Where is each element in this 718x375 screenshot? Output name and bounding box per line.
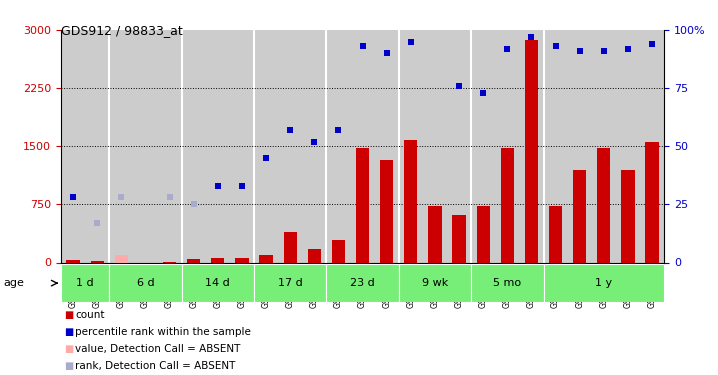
Bar (621, 170, 635, 262)
Bar (423, 30, 447, 262)
Bar (447, 30, 471, 262)
Bar (259, 255, 273, 262)
Text: 1 y: 1 y (595, 278, 612, 288)
Bar (109, 264, 182, 302)
Bar (519, 30, 544, 262)
Bar (544, 264, 664, 302)
Bar (302, 30, 327, 262)
Bar (327, 264, 398, 302)
Bar (332, 240, 345, 262)
Text: ■: ■ (65, 344, 74, 354)
Bar (109, 30, 134, 262)
Bar (404, 140, 417, 262)
Text: 9 wk: 9 wk (422, 278, 448, 288)
Bar (350, 30, 375, 262)
Bar (134, 30, 157, 262)
Bar (254, 264, 327, 302)
Bar (573, 170, 587, 262)
Bar (327, 30, 350, 262)
Bar (115, 255, 128, 262)
Bar (182, 30, 206, 262)
Text: ■: ■ (65, 361, 74, 370)
Text: 6 d: 6 d (136, 278, 154, 288)
Bar (230, 30, 254, 262)
Text: ■: ■ (65, 327, 74, 337)
Bar (452, 215, 466, 262)
Bar (182, 264, 254, 302)
Bar (500, 148, 514, 262)
Bar (645, 142, 658, 262)
Text: 14 d: 14 d (205, 278, 230, 288)
Text: 17 d: 17 d (278, 278, 302, 288)
Bar (495, 30, 519, 262)
Bar (471, 30, 495, 262)
Bar (471, 264, 544, 302)
Bar (398, 264, 471, 302)
Text: rank, Detection Call = ABSENT: rank, Detection Call = ABSENT (75, 361, 236, 370)
Bar (398, 30, 423, 262)
Bar (254, 30, 278, 262)
Bar (640, 30, 664, 262)
Bar (429, 206, 442, 262)
Bar (278, 30, 302, 262)
Bar (375, 30, 398, 262)
Bar (85, 30, 109, 262)
Bar (236, 258, 248, 262)
Text: 23 d: 23 d (350, 278, 375, 288)
Bar (187, 259, 200, 262)
Text: 5 mo: 5 mo (493, 278, 521, 288)
Bar (380, 160, 393, 262)
Bar (61, 264, 109, 302)
Bar (284, 232, 297, 262)
Text: age: age (4, 278, 24, 288)
Bar (544, 30, 568, 262)
Text: value, Detection Call = ABSENT: value, Detection Call = ABSENT (75, 344, 241, 354)
Bar (616, 30, 640, 262)
Text: 1 d: 1 d (76, 278, 94, 288)
Bar (90, 261, 104, 262)
Text: count: count (75, 310, 105, 320)
Bar (115, 260, 128, 262)
Bar (356, 148, 369, 262)
Bar (308, 249, 321, 262)
Bar (549, 206, 562, 262)
Bar (157, 30, 182, 262)
Bar (525, 40, 538, 262)
Bar (597, 148, 610, 262)
Text: GDS912 / 98833_at: GDS912 / 98833_at (61, 24, 183, 38)
Bar (211, 258, 225, 262)
Bar (61, 30, 85, 262)
Text: ■: ■ (65, 310, 74, 320)
Bar (206, 30, 230, 262)
Bar (568, 30, 592, 262)
Bar (67, 260, 80, 262)
Bar (477, 206, 490, 262)
Text: percentile rank within the sample: percentile rank within the sample (75, 327, 251, 337)
Bar (592, 30, 616, 262)
